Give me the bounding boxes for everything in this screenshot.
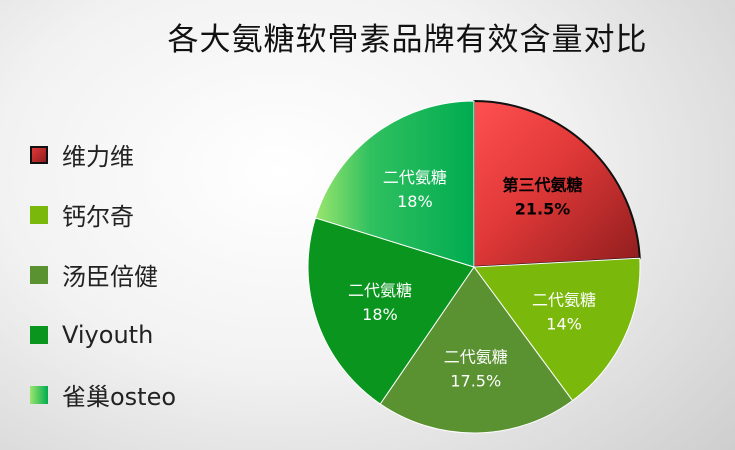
pie-slice-caltrate — [473, 257, 641, 402]
pie-slice-weiliwei — [473, 99, 641, 269]
pie-slice-viyouth — [307, 217, 475, 405]
slice-value-weiliwei: 21.5% — [515, 200, 571, 219]
legend-swatch — [30, 325, 48, 344]
legend: 维力维 钙尔奇 汤臣倍健 Viyouth 雀巢osteo — [30, 140, 176, 440]
slice-label-nestle-osteo: 二代氨糖 — [383, 168, 447, 187]
legend-swatch — [30, 145, 48, 164]
slice-value-nestle-osteo: 18% — [397, 192, 433, 211]
pie-slice-nestle-osteo — [314, 100, 475, 268]
legend-label: 维力维 — [62, 143, 134, 171]
legend-item-viyouth: Viyouth — [30, 320, 176, 349]
legend-label: 汤臣倍健 — [62, 263, 158, 291]
legend-swatch — [30, 265, 48, 284]
slice-label-weiliwei: 第三代氨糖 — [503, 176, 583, 195]
chart-title: 各大氨糖软骨素品牌有效含量对比 — [167, 22, 648, 58]
slice-label-caltrate: 二代氨糖 — [532, 291, 596, 310]
legend-item-caltrate: 钙尔奇 — [30, 200, 176, 231]
legend-item-nestle-osteo: 雀巢osteo — [30, 380, 177, 411]
legend-label: 钙尔奇 — [62, 203, 134, 231]
slice-label-viyouth: 二代氨糖 — [348, 281, 412, 300]
slice-value-by-health: 17.5% — [450, 372, 501, 391]
legend-item-by-health: 汤臣倍健 — [30, 260, 176, 291]
legend-label: 雀巢osteo — [62, 383, 177, 411]
slice-value-caltrate: 14% — [546, 315, 582, 334]
pie-slice-by-health — [379, 266, 574, 434]
slice-label-by-health: 二代氨糖 — [444, 348, 508, 367]
legend-item-weiliwei: 维力维 — [30, 140, 176, 171]
legend-swatch — [30, 385, 48, 404]
legend-swatch — [30, 205, 48, 224]
slice-value-viyouth: 18% — [362, 305, 398, 324]
legend-label: Viyouth — [62, 320, 154, 349]
